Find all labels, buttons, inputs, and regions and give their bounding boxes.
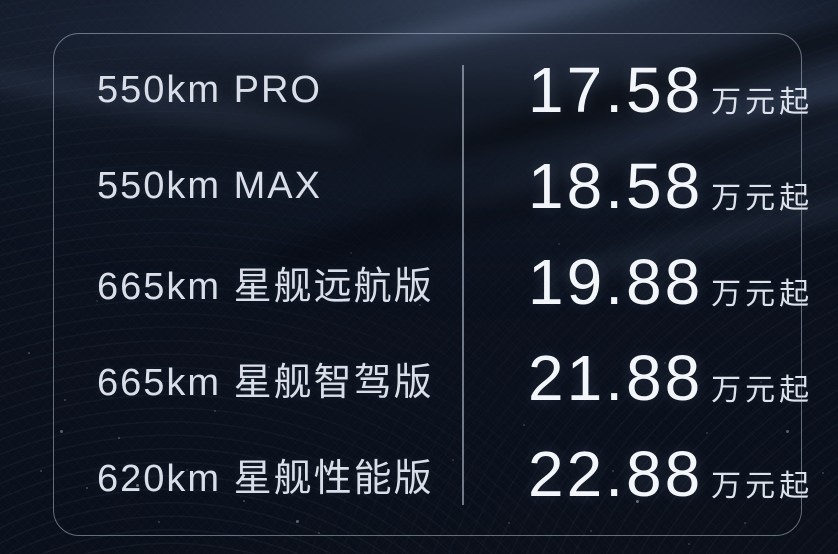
outline-frame xyxy=(53,33,802,536)
price-unit: 万元起 xyxy=(711,470,814,503)
trim-label: 550km MAX xyxy=(97,164,322,207)
star-dots-bright xyxy=(0,0,3,3)
price-unit: 万元起 xyxy=(711,182,814,215)
price-unit: 万元起 xyxy=(711,86,814,119)
trim-label: 665km 星舰远航版 xyxy=(97,265,434,308)
price-value: 18.58 xyxy=(528,150,704,222)
price-table: 550km PRO 17.58 万元起 550km MAX 18.58 万元起 … xyxy=(53,42,809,522)
trim-label: 550km PRO xyxy=(97,68,322,111)
trim-row: 620km 星舰性能版 22.88 万元起 xyxy=(53,426,809,522)
price: 17.58 万元起 xyxy=(528,53,813,127)
price-unit: 万元起 xyxy=(711,278,814,311)
column-divider xyxy=(462,65,464,505)
trim-row: 550km PRO 17.58 万元起 xyxy=(53,42,809,138)
price-value: 21.88 xyxy=(528,342,704,414)
trim-label: 665km 星舰智驾版 xyxy=(97,361,434,404)
price-value: 22.88 xyxy=(528,438,704,510)
trim-label: 620km 星舰性能版 xyxy=(97,457,434,500)
price: 21.88 万元起 xyxy=(528,341,813,415)
trim-row: 665km 星舰智驾版 21.88 万元起 xyxy=(53,330,809,426)
price-value: 17.58 xyxy=(528,54,704,126)
price: 18.58 万元起 xyxy=(528,149,813,223)
trim-row: 550km MAX 18.58 万元起 xyxy=(53,138,809,234)
price-value: 19.88 xyxy=(528,246,704,318)
price: 19.88 万元起 xyxy=(528,245,813,319)
trim-row: 665km 星舰远航版 19.88 万元起 xyxy=(53,234,809,330)
price-unit: 万元起 xyxy=(711,374,814,407)
price: 22.88 万元起 xyxy=(528,437,813,511)
